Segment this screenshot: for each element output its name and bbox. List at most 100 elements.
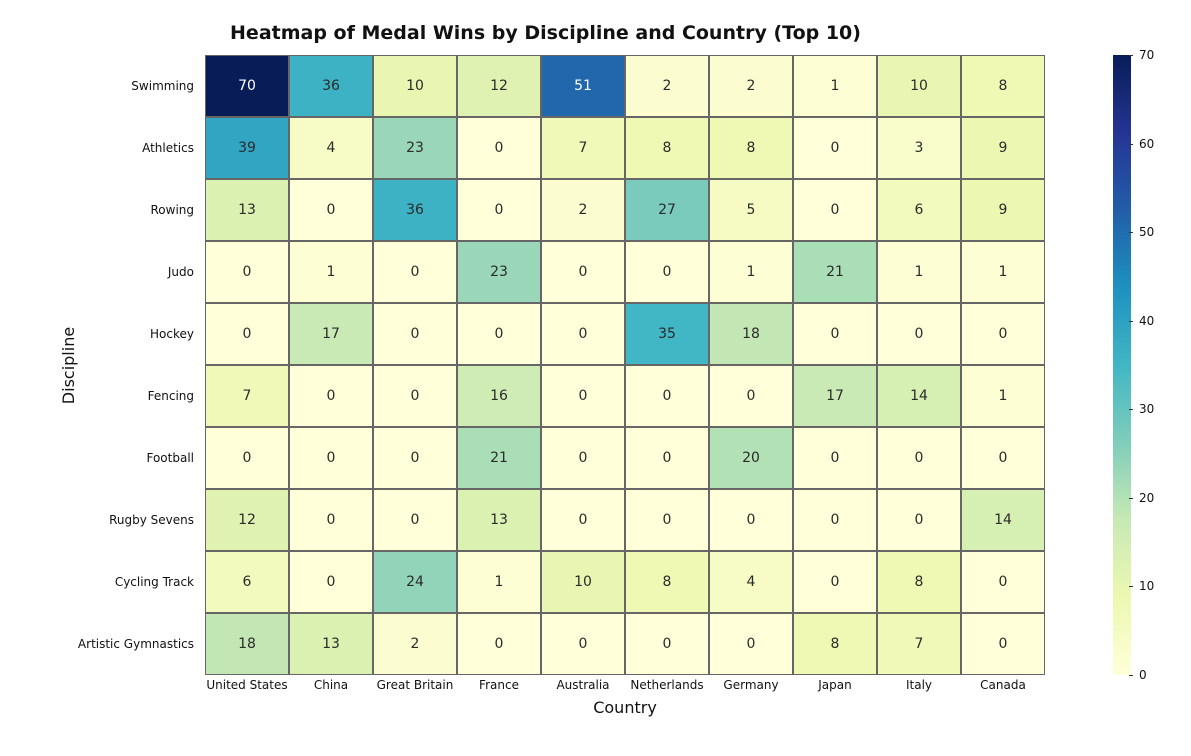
colorbar-tick: 60 bbox=[1135, 137, 1154, 151]
heatmap-cell: 9 bbox=[961, 179, 1045, 241]
heatmap-cell: 0 bbox=[625, 613, 709, 675]
heatmap-cell: 4 bbox=[289, 117, 373, 179]
heatmap-cell: 1 bbox=[793, 55, 877, 117]
heatmap-cell: 0 bbox=[205, 427, 289, 489]
x-tick-label: Germany bbox=[709, 678, 793, 696]
x-axis-label: Country bbox=[205, 698, 1045, 717]
heatmap-cell: 0 bbox=[793, 551, 877, 613]
heatmap-cell: 0 bbox=[625, 427, 709, 489]
heatmap-cell: 0 bbox=[793, 427, 877, 489]
heatmap-cell: 23 bbox=[457, 241, 541, 303]
heatmap-cell: 0 bbox=[793, 303, 877, 365]
heatmap-cell: 8 bbox=[625, 551, 709, 613]
colorbar-tick: 20 bbox=[1135, 491, 1154, 505]
y-tick-label: Athletics bbox=[20, 117, 200, 179]
heatmap-cell: 2 bbox=[541, 179, 625, 241]
heatmap-cell: 1 bbox=[709, 241, 793, 303]
heatmap-cell: 1 bbox=[877, 241, 961, 303]
heatmap-cell: 0 bbox=[793, 117, 877, 179]
heatmap-cell: 0 bbox=[541, 489, 625, 551]
y-tick-label: Rugby Sevens bbox=[20, 489, 200, 551]
heatmap-cell: 8 bbox=[793, 613, 877, 675]
heatmap-cell: 13 bbox=[457, 489, 541, 551]
heatmap-cell: 0 bbox=[289, 427, 373, 489]
heatmap-cell: 0 bbox=[709, 613, 793, 675]
colorbar-tick: 0 bbox=[1135, 668, 1147, 682]
heatmap-cell: 1 bbox=[961, 365, 1045, 427]
heatmap-cell: 0 bbox=[541, 365, 625, 427]
heatmap-cell: 0 bbox=[289, 489, 373, 551]
heatmap-cell: 21 bbox=[793, 241, 877, 303]
heatmap-cell: 0 bbox=[205, 241, 289, 303]
heatmap-cell: 13 bbox=[289, 613, 373, 675]
heatmap-cell: 8 bbox=[709, 117, 793, 179]
heatmap-cell: 6 bbox=[205, 551, 289, 613]
heatmap-cell: 8 bbox=[625, 117, 709, 179]
x-tick-label: China bbox=[289, 678, 373, 696]
heatmap-cell: 9 bbox=[961, 117, 1045, 179]
x-tick-label: Canada bbox=[961, 678, 1045, 696]
chart-title: Heatmap of Medal Wins by Discipline and … bbox=[20, 22, 1071, 44]
heatmap-cell: 0 bbox=[877, 427, 961, 489]
heatmap-cell: 12 bbox=[457, 55, 541, 117]
colorbar-ticks: 0 10 20 30 40 50 60 70 bbox=[1135, 55, 1183, 675]
heatmap-figure: Heatmap of Medal Wins by Discipline and … bbox=[20, 20, 1191, 736]
y-tick-label: Swimming bbox=[20, 55, 200, 117]
heatmap-cell: 10 bbox=[373, 55, 457, 117]
heatmap-cell: 0 bbox=[457, 613, 541, 675]
heatmap-cell: 0 bbox=[793, 179, 877, 241]
heatmap-cell: 1 bbox=[289, 241, 373, 303]
heatmap-cell: 0 bbox=[961, 303, 1045, 365]
heatmap-cell: 0 bbox=[877, 303, 961, 365]
heatmap-cell: 20 bbox=[709, 427, 793, 489]
heatmap-cell: 36 bbox=[289, 55, 373, 117]
heatmap-cell: 18 bbox=[709, 303, 793, 365]
heatmap-cell: 0 bbox=[457, 303, 541, 365]
heatmap-cell: 6 bbox=[877, 179, 961, 241]
heatmap-cell: 21 bbox=[457, 427, 541, 489]
heatmap-cell: 0 bbox=[373, 241, 457, 303]
heatmap-cell: 0 bbox=[625, 489, 709, 551]
heatmap-cell: 0 bbox=[877, 489, 961, 551]
y-tick-label: Judo bbox=[20, 241, 200, 303]
y-tick-label: Rowing bbox=[20, 179, 200, 241]
heatmap-cell: 7 bbox=[877, 613, 961, 675]
y-tick-label: Hockey bbox=[20, 303, 200, 365]
heatmap-cell: 17 bbox=[289, 303, 373, 365]
colorbar-tick: 50 bbox=[1135, 225, 1154, 239]
x-tick-label: Australia bbox=[541, 678, 625, 696]
heatmap-cell: 2 bbox=[709, 55, 793, 117]
heatmap-cell: 18 bbox=[205, 613, 289, 675]
heatmap-cell: 8 bbox=[877, 551, 961, 613]
heatmap-cell: 70 bbox=[205, 55, 289, 117]
heatmap-cell: 27 bbox=[625, 179, 709, 241]
heatmap-cell: 0 bbox=[205, 303, 289, 365]
x-tick-label: Italy bbox=[877, 678, 961, 696]
heatmap-cell: 0 bbox=[793, 489, 877, 551]
heatmap-cell: 0 bbox=[961, 551, 1045, 613]
heatmap-cell: 0 bbox=[289, 179, 373, 241]
heatmap-cell: 2 bbox=[625, 55, 709, 117]
heatmap-cell: 13 bbox=[205, 179, 289, 241]
x-tick-label: Netherlands bbox=[625, 678, 709, 696]
colorbar bbox=[1113, 55, 1131, 675]
y-tick-label: Cycling Track bbox=[20, 551, 200, 613]
heatmap-cell: 0 bbox=[373, 489, 457, 551]
heatmap-cell: 1 bbox=[961, 241, 1045, 303]
y-tick-label: Artistic Gymnastics bbox=[20, 613, 200, 675]
heatmap-cell: 36 bbox=[373, 179, 457, 241]
colorbar-tick: 30 bbox=[1135, 402, 1154, 416]
y-tick-label: Football bbox=[20, 427, 200, 489]
heatmap-cell: 51 bbox=[541, 55, 625, 117]
heatmap-cell: 0 bbox=[373, 303, 457, 365]
x-tick-label: Japan bbox=[793, 678, 877, 696]
heatmap-grid: 7036101251221108394230788039130360227506… bbox=[205, 55, 1045, 675]
heatmap-cell: 16 bbox=[457, 365, 541, 427]
x-tick-label: Great Britain bbox=[373, 678, 457, 696]
heatmap-cell: 0 bbox=[625, 365, 709, 427]
y-tick-labels: SwimmingAthleticsRowingJudoHockeyFencing… bbox=[20, 55, 200, 675]
heatmap-cell: 7 bbox=[541, 117, 625, 179]
heatmap-cell: 0 bbox=[961, 613, 1045, 675]
heatmap-cell: 5 bbox=[709, 179, 793, 241]
heatmap-cell: 12 bbox=[205, 489, 289, 551]
